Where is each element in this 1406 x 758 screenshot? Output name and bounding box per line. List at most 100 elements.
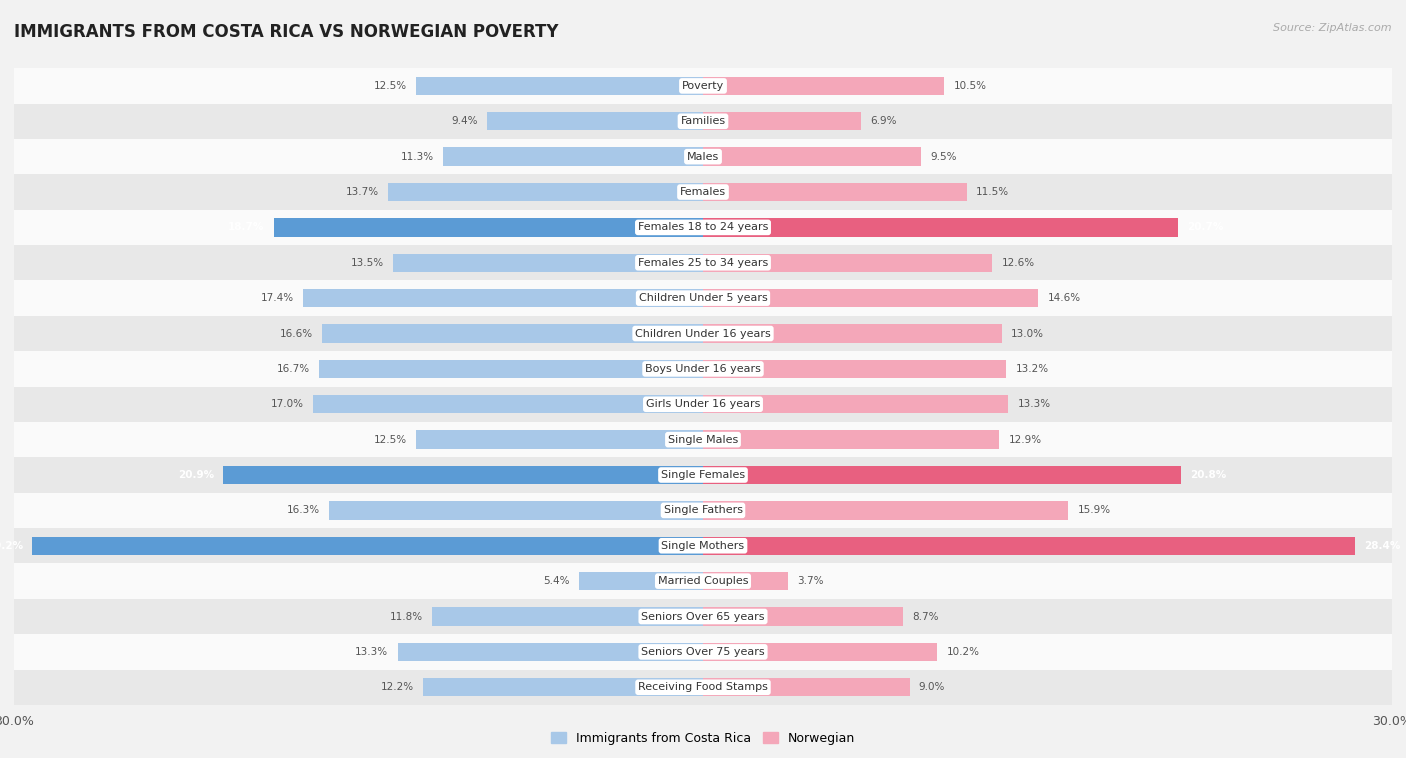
Bar: [703, 324, 1001, 343]
Bar: [432, 607, 703, 625]
Text: 29.2%: 29.2%: [0, 540, 24, 551]
Bar: [14, 68, 1392, 104]
Text: 15.9%: 15.9%: [1077, 506, 1111, 515]
Text: Source: ZipAtlas.com: Source: ZipAtlas.com: [1274, 23, 1392, 33]
Bar: [304, 289, 703, 307]
Text: Families: Families: [681, 116, 725, 127]
Bar: [703, 395, 1008, 413]
Bar: [703, 431, 1000, 449]
Bar: [14, 669, 1392, 705]
Text: 16.6%: 16.6%: [280, 328, 312, 339]
Text: Females: Females: [681, 187, 725, 197]
Bar: [14, 351, 1392, 387]
Bar: [703, 254, 993, 272]
Bar: [14, 210, 1392, 245]
Bar: [423, 678, 703, 697]
Text: Poverty: Poverty: [682, 81, 724, 91]
Text: Married Couples: Married Couples: [658, 576, 748, 586]
Bar: [703, 112, 862, 130]
Text: Single Fathers: Single Fathers: [664, 506, 742, 515]
Bar: [703, 466, 1181, 484]
Bar: [14, 316, 1392, 351]
Text: 11.8%: 11.8%: [389, 612, 423, 622]
Text: 17.4%: 17.4%: [262, 293, 294, 303]
Text: 18.7%: 18.7%: [228, 222, 264, 233]
Text: 11.5%: 11.5%: [976, 187, 1010, 197]
Text: 17.0%: 17.0%: [270, 399, 304, 409]
Bar: [312, 395, 703, 413]
Text: 16.7%: 16.7%: [277, 364, 311, 374]
Text: 12.6%: 12.6%: [1001, 258, 1035, 268]
Bar: [703, 607, 903, 625]
Text: 10.2%: 10.2%: [946, 647, 980, 657]
Text: 12.5%: 12.5%: [374, 434, 406, 445]
Bar: [14, 493, 1392, 528]
Text: 13.7%: 13.7%: [346, 187, 380, 197]
Bar: [388, 183, 703, 201]
Text: 13.3%: 13.3%: [1018, 399, 1050, 409]
Text: 13.5%: 13.5%: [350, 258, 384, 268]
Bar: [392, 254, 703, 272]
Text: 5.4%: 5.4%: [543, 576, 569, 586]
Text: 9.0%: 9.0%: [920, 682, 945, 692]
Text: 20.7%: 20.7%: [1188, 222, 1225, 233]
Bar: [14, 104, 1392, 139]
Bar: [14, 387, 1392, 422]
Text: Boys Under 16 years: Boys Under 16 years: [645, 364, 761, 374]
Bar: [486, 112, 703, 130]
Bar: [703, 360, 1007, 378]
Text: Single Mothers: Single Mothers: [661, 540, 745, 551]
Bar: [14, 528, 1392, 563]
Bar: [703, 183, 967, 201]
Bar: [14, 563, 1392, 599]
Text: 14.6%: 14.6%: [1047, 293, 1081, 303]
Bar: [703, 77, 945, 95]
Bar: [14, 245, 1392, 280]
Legend: Immigrants from Costa Rica, Norwegian: Immigrants from Costa Rica, Norwegian: [546, 727, 860, 750]
Text: 13.0%: 13.0%: [1011, 328, 1043, 339]
Text: 13.2%: 13.2%: [1015, 364, 1049, 374]
Text: 12.5%: 12.5%: [374, 81, 406, 91]
Bar: [703, 218, 1178, 236]
Bar: [14, 139, 1392, 174]
Text: 12.2%: 12.2%: [381, 682, 413, 692]
Text: IMMIGRANTS FROM COSTA RICA VS NORWEGIAN POVERTY: IMMIGRANTS FROM COSTA RICA VS NORWEGIAN …: [14, 23, 558, 41]
Text: 16.3%: 16.3%: [287, 506, 319, 515]
Bar: [14, 599, 1392, 634]
Bar: [579, 572, 703, 590]
Bar: [329, 501, 703, 519]
Text: 9.5%: 9.5%: [931, 152, 957, 161]
Bar: [703, 148, 921, 166]
Bar: [703, 572, 787, 590]
Text: Seniors Over 65 years: Seniors Over 65 years: [641, 612, 765, 622]
Text: Girls Under 16 years: Girls Under 16 years: [645, 399, 761, 409]
Bar: [398, 643, 703, 661]
Text: Single Females: Single Females: [661, 470, 745, 480]
Text: 12.9%: 12.9%: [1008, 434, 1042, 445]
Bar: [32, 537, 703, 555]
Text: Females 25 to 34 years: Females 25 to 34 years: [638, 258, 768, 268]
Text: Single Males: Single Males: [668, 434, 738, 445]
Bar: [703, 537, 1355, 555]
Text: 20.9%: 20.9%: [177, 470, 214, 480]
Bar: [14, 280, 1392, 316]
Bar: [703, 289, 1038, 307]
Text: 28.4%: 28.4%: [1364, 540, 1400, 551]
Text: Males: Males: [688, 152, 718, 161]
Bar: [703, 501, 1069, 519]
Text: Receiving Food Stamps: Receiving Food Stamps: [638, 682, 768, 692]
Bar: [416, 77, 703, 95]
Bar: [14, 422, 1392, 457]
Bar: [319, 360, 703, 378]
Bar: [703, 678, 910, 697]
Text: 9.4%: 9.4%: [451, 116, 478, 127]
Text: Seniors Over 75 years: Seniors Over 75 years: [641, 647, 765, 657]
Text: Females 18 to 24 years: Females 18 to 24 years: [638, 222, 768, 233]
Bar: [274, 218, 703, 236]
Bar: [14, 457, 1392, 493]
Text: 10.5%: 10.5%: [953, 81, 987, 91]
Text: 13.3%: 13.3%: [356, 647, 388, 657]
Bar: [703, 643, 938, 661]
Text: 20.8%: 20.8%: [1189, 470, 1226, 480]
Text: Children Under 16 years: Children Under 16 years: [636, 328, 770, 339]
